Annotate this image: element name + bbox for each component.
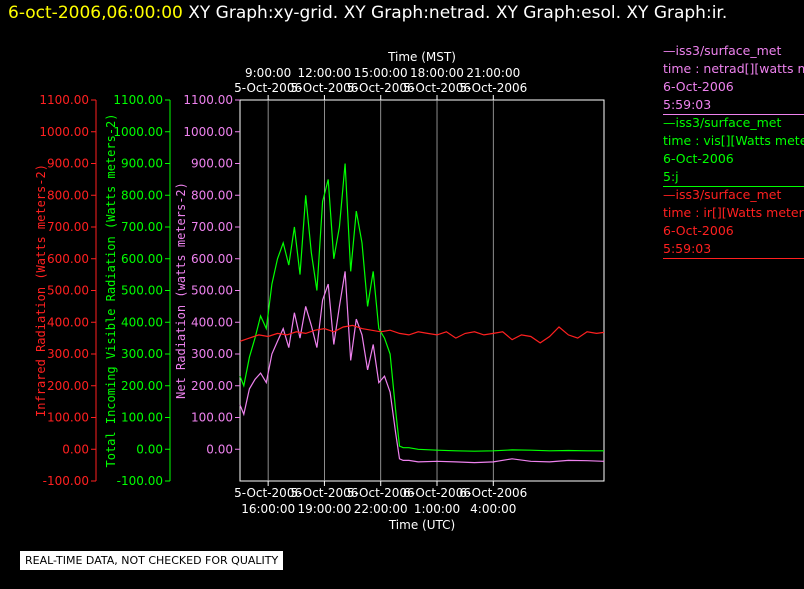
legend-ir-source: —iss3/surface_met [663,187,782,202]
x-bottom-tick-date: 6-Oct-2006 [459,486,527,500]
legend-netrad-date: 6-Oct-2006 [663,79,734,94]
y-tick-label-vis: 700.00 [121,220,163,234]
y-tick-label-netrad: 700.00 [191,220,233,234]
x-bottom-tick-date: 5-Oct-2006 [347,486,415,500]
x-bottom-tick-date: 5-Oct-2006 [234,486,302,500]
y-tick-label-ir: 900.00 [47,157,89,171]
x-bottom-tick-time: 16:00:00 [241,502,295,516]
series-line-ir [239,324,605,344]
y-tick-label-ir: 600.00 [47,252,89,266]
legend-ir-var: time : ir[][Watts meters-2] [663,205,804,220]
x-top-tick-date: 5-Oct-2006 [347,81,415,95]
legend-netrad-var: time : netrad[][watts meters-2] [663,61,804,76]
y-tick-label-vis: 100.00 [121,411,163,425]
x-bottom-tick-time: 4:00:00 [470,502,516,516]
quality-notice: REAL-TIME DATA, NOT CHECKED FOR QUALITY [20,551,284,570]
y-tick-label-ir: 200.00 [47,379,89,393]
y-tick-label-vis: 500.00 [121,284,163,298]
y-tick-label-ir: 300.00 [47,347,89,361]
legend-vis-source: —iss3/surface_met [663,115,782,130]
y-tick-label-ir: 700.00 [47,220,89,234]
y-tick-label-vis: 400.00 [121,315,163,329]
y-tick-label-netrad: 500.00 [191,284,233,298]
y-tick-label-ir: 400.00 [47,315,89,329]
y-tick-label-vis: 1000.00 [113,125,163,139]
y-tick-label-netrad: 200.00 [191,379,233,393]
x-top-tick-time: 12:00:00 [297,66,351,80]
x-bottom-tick-time: 22:00:00 [354,502,408,516]
x-top-tick-time: 15:00:00 [354,66,408,80]
y-tick-label-netrad: 300.00 [191,347,233,361]
legend-vis-var: time : vis[][Watts meters-2] [663,133,804,148]
y-tick-label-ir: 1000.00 [39,125,89,139]
y-tick-label-ir: 100.00 [47,411,89,425]
y-tick-label-vis: 900.00 [121,157,163,171]
y-tick-label-ir: 800.00 [47,188,89,202]
x-top-tick-date: 5-Oct-2006 [234,81,302,95]
y-tick-label-netrad: 600.00 [191,252,233,266]
legend-netrad-source: —iss3/surface_met [663,43,782,58]
header-datetime: 6-oct-2006,06:00:00 [8,3,183,23]
legend-ir-date: 6-Oct-2006 [663,223,734,238]
x-top-tick-time: 9:00:00 [245,66,291,80]
y-tick-label-vis: -100.00 [117,474,163,488]
y-tick-label-vis: 800.00 [121,188,163,202]
plot-frame [239,99,605,482]
y-tick-label-netrad: 1000.00 [183,125,233,139]
x-bottom-tick-date: 5-Oct-2006 [290,486,358,500]
legend-netrad: —iss3/surface_met time : netrad[][watts … [663,42,804,114]
y-tick-label-ir: 0.00 [62,442,89,456]
y-tick-label-netrad: 100.00 [191,411,233,425]
x-top-tick-time: 21:00:00 [466,66,520,80]
y-axis-label-ir: Infrared Radiation (Watts meters-2) [34,164,48,417]
y-tick-label-netrad: 900.00 [191,157,233,171]
x-bottom-tick-time: 1:00:00 [414,502,460,516]
y-tick-label-vis: 300.00 [121,347,163,361]
legend-separator [663,114,804,115]
legend-ir: —iss3/surface_met time : ir[][Watts mete… [663,186,804,258]
x-top-tick-date: 5-Oct-2006 [459,81,527,95]
y-tick-label-ir: -100.00 [43,474,89,488]
y-axis-label-netrad: Net Radiation (watts meters-2) [174,182,188,399]
y-tick-label-vis: 600.00 [121,252,163,266]
y-tick-label-ir: 500.00 [47,284,89,298]
legend-netrad-time: 5:59:03 [663,97,712,112]
legend-ir-time: 5:59:03 [663,241,712,256]
x-top-axis-label: Time (MST) [387,50,456,64]
x-bottom-tick-time: 19:00:00 [297,502,351,516]
series-line-netrad [239,271,605,464]
y-tick-label-netrad: 800.00 [191,188,233,202]
series-line-vis [239,163,604,452]
x-bottom-tick-date: 6-Oct-2006 [403,486,471,500]
y-tick-label-netrad: 400.00 [191,315,233,329]
y-tick-label-ir: 1100.00 [39,93,89,107]
legend-separator [663,186,804,187]
legend-separator [663,258,804,259]
y-tick-label-vis: 1100.00 [113,93,163,107]
y-tick-label-netrad: 1100.00 [183,93,233,107]
header-titles: XY Graph:xy-grid. XY Graph:netrad. XY Gr… [188,3,728,23]
x-bottom-axis-label: Time (UTC) [388,518,455,532]
x-top-tick-date: 5-Oct-2006 [403,81,471,95]
y-tick-label-vis: 0.00 [136,442,163,456]
y-axis-label-vis: Total Incoming Visible Radiation (Watts … [104,113,118,467]
x-top-tick-time: 18:00:00 [410,66,464,80]
header: 6-oct-2006,06:00:00 XY Graph:xy-grid. XY… [8,3,727,23]
legend-vis: —iss3/surface_met time : vis[][Watts met… [663,114,804,186]
legend-vis-time: 5:j [663,169,679,184]
y-tick-label-netrad: 0.00 [206,442,233,456]
y-tick-label-vis: 200.00 [121,379,163,393]
legend-vis-date: 6-Oct-2006 [663,151,734,166]
x-top-tick-date: 5-Oct-2006 [290,81,358,95]
